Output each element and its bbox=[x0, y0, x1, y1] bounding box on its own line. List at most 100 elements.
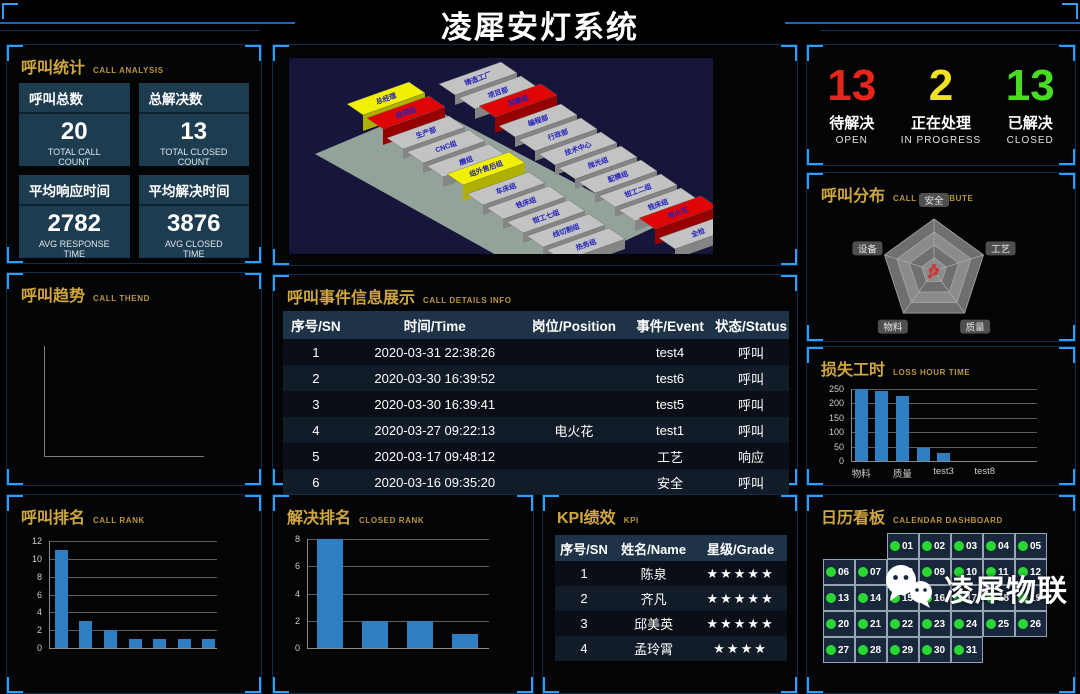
calendar-day-cell[interactable]: 02 bbox=[919, 533, 951, 559]
bar bbox=[361, 620, 388, 648]
kpi-row: 4 孟玲霄 ★★★★ bbox=[555, 636, 787, 661]
factory-3d-map: 铸造工厂 项目部 总经理 深雕组 检测组 编程部 生产部 行政部 CNC组 技术中心 磨组 抛光组 组外… bbox=[289, 58, 713, 254]
day-number: 20 bbox=[838, 618, 850, 630]
gridline bbox=[307, 593, 489, 595]
calendar-day-cell[interactable]: 11 bbox=[983, 559, 1015, 585]
y-tick-label: 2 bbox=[36, 625, 42, 636]
y-tick-label: 50 bbox=[833, 441, 844, 452]
calendar-day-cell[interactable]: 28 bbox=[855, 637, 887, 663]
calendar-day-cell[interactable]: 21 bbox=[855, 611, 887, 637]
calendar-day-cell[interactable]: 12 bbox=[1015, 559, 1047, 585]
calendar-day-cell[interactable]: 27 bbox=[823, 637, 855, 663]
stat-value: 2782 bbox=[47, 210, 101, 237]
stat-label-zh: 平均解决时间 bbox=[138, 175, 249, 206]
status-item: 13 待解决 OPEN bbox=[827, 64, 876, 147]
day-number: 10 bbox=[966, 566, 978, 578]
calendar-grid: 0102030405060708091011121314151617181920… bbox=[823, 533, 1047, 663]
table-row: 1 2020-03-31 22:38:26 test4 呼叫 bbox=[283, 339, 789, 365]
day-number: 27 bbox=[838, 644, 850, 656]
panel-title: 呼叫排名 CALL RANK bbox=[21, 510, 145, 527]
calendar-day-cell[interactable]: 06 bbox=[823, 559, 855, 585]
status-dot bbox=[1018, 593, 1028, 603]
calendar-empty-cell bbox=[823, 533, 855, 559]
calendar-day-cell[interactable]: 24 bbox=[951, 611, 983, 637]
panel-call-details: 呼叫事件信息展示 CALL DETAILS INFO 序号/SN 时间/Time 岗位… bbox=[272, 274, 798, 495]
calendar-day-cell[interactable]: 14 bbox=[855, 585, 887, 611]
table-cell: 1 bbox=[283, 339, 349, 365]
trend-y-axis bbox=[44, 346, 45, 456]
calendar-day-cell[interactable]: 30 bbox=[919, 637, 951, 663]
calendar-day-cell[interactable]: 20 bbox=[823, 611, 855, 637]
calendar-day-cell[interactable]: 18 bbox=[983, 585, 1015, 611]
radar-point bbox=[935, 268, 940, 272]
calendar-day-cell[interactable]: 22 bbox=[887, 611, 919, 637]
corner-bracket-top-right bbox=[1062, 3, 1078, 19]
gridline bbox=[851, 446, 1037, 448]
stat-value: 3876 bbox=[167, 210, 221, 237]
y-tick-label: 250 bbox=[828, 384, 844, 394]
bar bbox=[406, 620, 433, 648]
calendar-day-cell[interactable]: 19 bbox=[1015, 585, 1047, 611]
gridline bbox=[851, 461, 1037, 462]
y-tick-label: 150 bbox=[828, 412, 844, 423]
day-number: 24 bbox=[966, 618, 978, 630]
wechat-icon bbox=[886, 565, 932, 608]
calendar-day-cell[interactable]: 05 bbox=[1015, 533, 1047, 559]
kpi-table: 序号/SN 姓名/Name 星级/Grade 1 陈泉 ★★★★★ 2 齐凡 ★★★★★ 3 邱美英… bbox=[555, 535, 787, 661]
calendar-day-cell[interactable]: 01 bbox=[887, 533, 919, 559]
day-number: 12 bbox=[1030, 566, 1042, 578]
stat-box: 平均解决时间 3876 AVG CLOSED TIME bbox=[138, 175, 249, 259]
day-number: 01 bbox=[902, 540, 914, 552]
calendar-day-cell[interactable]: 03 bbox=[951, 533, 983, 559]
table-cell: 2020-03-30 16:39:41 bbox=[348, 391, 521, 417]
y-tick-label: 2 bbox=[294, 615, 300, 626]
stat-label-en: TOTAL CALL COUNT bbox=[47, 147, 101, 168]
calendar-empty-cell bbox=[855, 533, 887, 559]
calendar-day-cell[interactable]: 25 bbox=[983, 611, 1015, 637]
calendar-day-cell[interactable]: 10 bbox=[951, 559, 983, 585]
table-cell: test4 bbox=[627, 339, 714, 365]
day-number: 23 bbox=[934, 618, 946, 630]
calendar-day-cell[interactable]: 31 bbox=[951, 637, 983, 663]
calendar-day-cell[interactable]: 04 bbox=[983, 533, 1015, 559]
calendar-day-cell[interactable]: 29 bbox=[887, 637, 919, 663]
calendar-day-cell[interactable]: 23 bbox=[919, 611, 951, 637]
stat-box: 平均响应时间 2782 AVG RESPONSE TIME bbox=[19, 175, 130, 259]
kpi-cell: 4 bbox=[555, 636, 613, 661]
svg-text:安全: 安全 bbox=[924, 195, 944, 207]
panel-title: 呼叫趋势 CALL THEND bbox=[21, 288, 150, 305]
status-dot bbox=[858, 567, 868, 577]
calendar-day-cell[interactable]: 09 bbox=[919, 559, 951, 585]
radar-axis-label: 质量 bbox=[960, 319, 991, 334]
gridline bbox=[851, 389, 1037, 390]
status-label-en: IN PROGRESS bbox=[900, 135, 982, 146]
y-tick-label: 4 bbox=[294, 588, 300, 599]
wechat-watermark: 凌犀物联 bbox=[880, 563, 1068, 613]
table-cell: 6 bbox=[283, 469, 349, 495]
bar bbox=[316, 539, 343, 648]
page-title: 凌犀安灯系统 bbox=[441, 10, 639, 45]
trend-x-axis bbox=[44, 456, 204, 457]
table-cell: 安全 bbox=[627, 469, 714, 495]
table-cell: 呼叫 bbox=[713, 469, 789, 495]
day-number: 11 bbox=[998, 566, 1009, 578]
header-line2-right bbox=[820, 30, 1080, 31]
status-row: 13 待解决 OPEN 2 正在处理 IN PROGRESS 13 已解决 CLOSED bbox=[815, 57, 1067, 153]
gridline bbox=[851, 432, 1037, 434]
column-header: 姓名/Name bbox=[613, 535, 695, 561]
gridline bbox=[49, 630, 217, 632]
calendar-day-cell[interactable]: 26 bbox=[1015, 611, 1047, 637]
calendar-day-cell[interactable]: 17 bbox=[951, 585, 983, 611]
calendar-day-cell[interactable]: 07 bbox=[855, 559, 887, 585]
radar-axis-label: 工艺 bbox=[985, 241, 1016, 256]
svg-text:工艺: 工艺 bbox=[991, 244, 1010, 255]
table-row: 6 2020-03-16 09:35:20 安全 呼叫 bbox=[283, 469, 789, 495]
day-number: 16 bbox=[934, 592, 946, 604]
panel-title: 损失工时 LOSS HOUR TIME bbox=[821, 362, 971, 379]
loss-hour-bar-chart: 250 200 150 100 50 0 物料 质量 test3 test8 bbox=[807, 347, 1075, 485]
gridline bbox=[49, 576, 217, 578]
calendar-day-cell[interactable]: 13 bbox=[823, 585, 855, 611]
kpi-cell: 齐凡 bbox=[613, 586, 695, 611]
y-tick-label: 8 bbox=[294, 534, 300, 544]
